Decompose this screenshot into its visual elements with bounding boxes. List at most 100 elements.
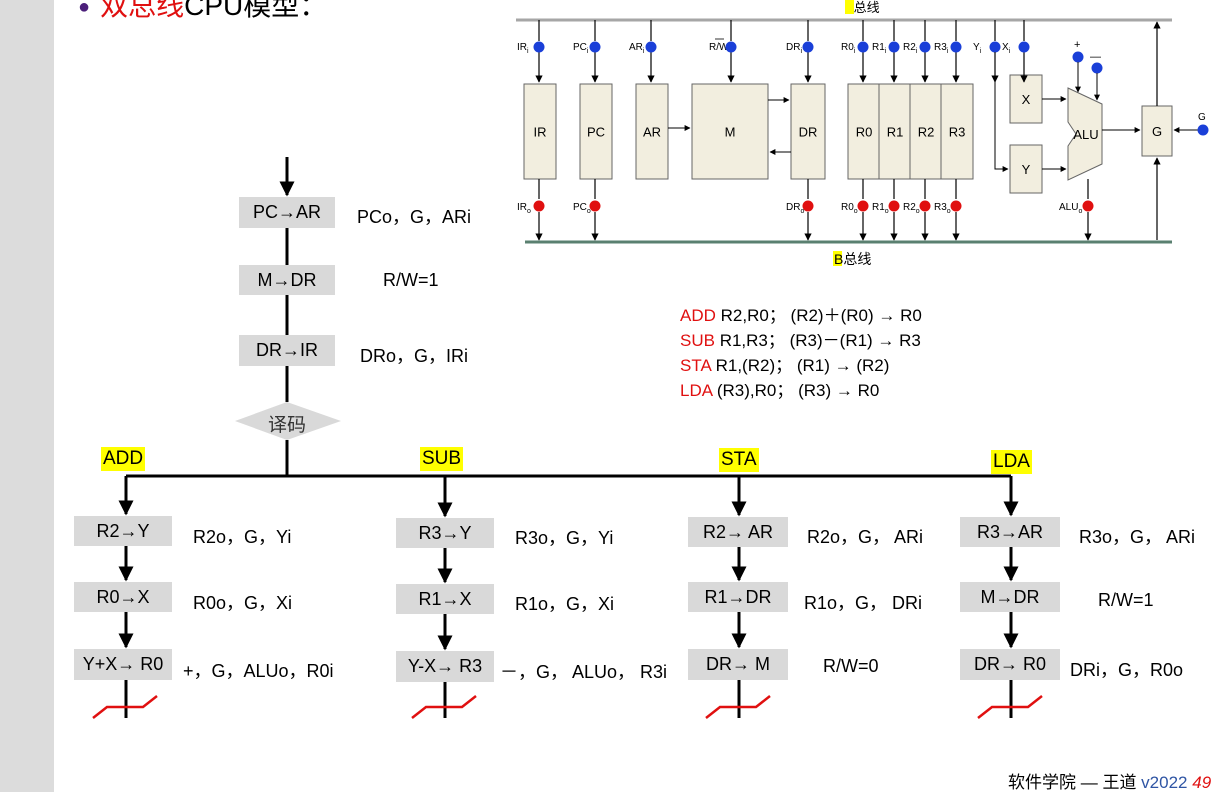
register-label: R2 bbox=[918, 125, 935, 140]
title-prefix: 双总线 bbox=[100, 0, 185, 21]
in-signal-dot bbox=[589, 41, 601, 53]
fetch-step-label: PC→AR bbox=[252, 202, 321, 222]
bus-b-highlight bbox=[833, 251, 842, 266]
in-signal-label: R1i bbox=[872, 42, 887, 55]
register-label: G bbox=[1152, 124, 1162, 139]
fetch-signals-3: DRo，G，IRi bbox=[360, 346, 469, 366]
in-signal-sub: i bbox=[980, 48, 982, 55]
out-signal-label: DRo bbox=[786, 202, 804, 215]
end-marker bbox=[411, 695, 477, 719]
lda-signals-3: DRi，G，R0o bbox=[1070, 660, 1184, 680]
out-signal-sub: o bbox=[1078, 208, 1082, 215]
instruction-text: (R3),R0； (R3) → R0 bbox=[712, 381, 880, 400]
out-signal-sub: o bbox=[854, 208, 858, 215]
footer-school: 软件学院 — 王道 bbox=[1008, 773, 1142, 792]
register-ar bbox=[635, 83, 669, 180]
register-pc bbox=[579, 83, 613, 180]
in-signal-sub: i bbox=[643, 48, 645, 55]
fetch-step-label: DR→IR bbox=[256, 340, 318, 360]
add-signals-1: R2o，G，Yi bbox=[193, 527, 292, 547]
in-signal-dot bbox=[888, 41, 900, 53]
out-signal-label: ALUo bbox=[1059, 202, 1082, 215]
add-step-2: R0→X bbox=[74, 582, 172, 612]
register-g bbox=[1141, 105, 1173, 157]
g-control-label: G bbox=[1198, 112, 1206, 123]
end-marker bbox=[977, 695, 1043, 719]
out-signal-sub: o bbox=[885, 208, 889, 215]
in-signal-label: R0i bbox=[841, 42, 856, 55]
in-signal-sub: i bbox=[854, 48, 856, 55]
bullet-icon: ● bbox=[78, 0, 91, 19]
alu-label: ALU bbox=[1073, 127, 1098, 142]
in-signal-label: R2i bbox=[903, 42, 918, 55]
register-label: R1 bbox=[887, 125, 904, 140]
bus-b-prefix: B bbox=[834, 251, 843, 267]
register-label: R0 bbox=[856, 125, 873, 140]
in-signal-sub: i bbox=[587, 48, 589, 55]
alu-plus-dot bbox=[1072, 51, 1084, 63]
lda-step-1: R3→AR bbox=[960, 517, 1060, 547]
bus-b-suffix: 总线 bbox=[843, 251, 871, 267]
g-control-dot bbox=[1197, 124, 1209, 136]
fetch-step-m-dr: M→DR bbox=[239, 265, 335, 295]
out-signal-label: R1o bbox=[872, 202, 889, 215]
out-signal-dot bbox=[919, 200, 931, 212]
in-signal-sub: i bbox=[885, 48, 887, 55]
register-label: M bbox=[725, 125, 736, 140]
in-signal-label: R/W bbox=[709, 42, 729, 53]
in-signal-label: PCi bbox=[573, 42, 589, 55]
sta-signals-3: R/W=0 bbox=[823, 656, 879, 676]
end-marker bbox=[705, 695, 771, 719]
instruction-line: LDA (R3),R0； (R3) → R0 bbox=[680, 378, 922, 403]
sub-signals-1: R3o，G，Yi bbox=[515, 528, 614, 548]
footer-version: v2022 bbox=[1141, 773, 1188, 792]
out-signal-label: R2o bbox=[903, 202, 920, 215]
register-r1 bbox=[878, 83, 912, 180]
cpu-parts: IR PC AR M DR R0 R1 R2 R3 X Y G ALU IRi PCi ARi R/W DRi R0… bbox=[517, 20, 1209, 241]
out-signal-sub: o bbox=[587, 208, 591, 215]
out-signal-label: IRo bbox=[517, 202, 531, 215]
out-signal-dot bbox=[857, 200, 869, 212]
bus-a-suffix: 总线 bbox=[854, 0, 880, 15]
fetch-step-label: M→DR bbox=[257, 269, 317, 290]
branch-label-sub: SUB bbox=[420, 447, 464, 471]
register-x bbox=[1009, 74, 1043, 124]
instruction-list: ADD R2,R0； (R2)＋(R0) → R0 SUB R1,R3； (R3… bbox=[680, 303, 922, 403]
bus-b-label: B总线 bbox=[834, 251, 871, 267]
sta-signals-2: R1o，G， DRi bbox=[804, 593, 923, 613]
out-signal-dot bbox=[888, 200, 900, 212]
slide-title: ● 双总线CPU模型： bbox=[78, 0, 327, 24]
in-signal-label: DRi bbox=[786, 42, 802, 55]
sta-step-3: DR→ M bbox=[688, 649, 788, 680]
in-signal-dot bbox=[645, 41, 657, 53]
register-label: Y bbox=[1022, 162, 1031, 177]
fetch-signals-1: PCo，G，ARi bbox=[357, 207, 472, 227]
instruction-line: ADD R2,R0； (R2)＋(R0) → R0 bbox=[680, 303, 922, 328]
in-signal-dot bbox=[989, 41, 1001, 53]
end-marker bbox=[92, 695, 158, 719]
fetch-step-dr-ir: DR→IR bbox=[239, 335, 335, 366]
in-signal-sub: i bbox=[916, 48, 918, 55]
alu-shape bbox=[1067, 87, 1103, 181]
in-signal-label: Yi bbox=[973, 42, 982, 55]
out-signal-dot bbox=[802, 200, 814, 212]
in-signal-sub: i bbox=[947, 48, 949, 55]
lda-step-2: M→DR bbox=[960, 582, 1060, 612]
out-signal-sub: o bbox=[916, 208, 920, 215]
instruction-text: R1,(R2)； (R1) → (R2) bbox=[710, 356, 890, 375]
branch-label-lda: LDA bbox=[991, 450, 1032, 474]
in-signal-dot bbox=[533, 41, 545, 53]
alu-minus-label: — bbox=[1090, 51, 1101, 63]
instruction-line: STA R1,(R2)； (R1) → (R2) bbox=[680, 353, 922, 378]
decode-label: 译码 bbox=[268, 415, 307, 436]
fetch-signals-2: R/W=1 bbox=[383, 270, 439, 290]
in-signal-sub: i bbox=[1009, 48, 1011, 55]
in-signal-dot bbox=[1018, 41, 1030, 53]
in-signal-dot bbox=[919, 41, 931, 53]
alu-minus-dot bbox=[1091, 62, 1103, 74]
instruction-op: LDA bbox=[680, 381, 713, 400]
register-label: AR bbox=[643, 125, 661, 140]
add-signals-2: R0o，G，Xi bbox=[193, 593, 293, 613]
sta-step-2: R1→DR bbox=[688, 582, 788, 612]
